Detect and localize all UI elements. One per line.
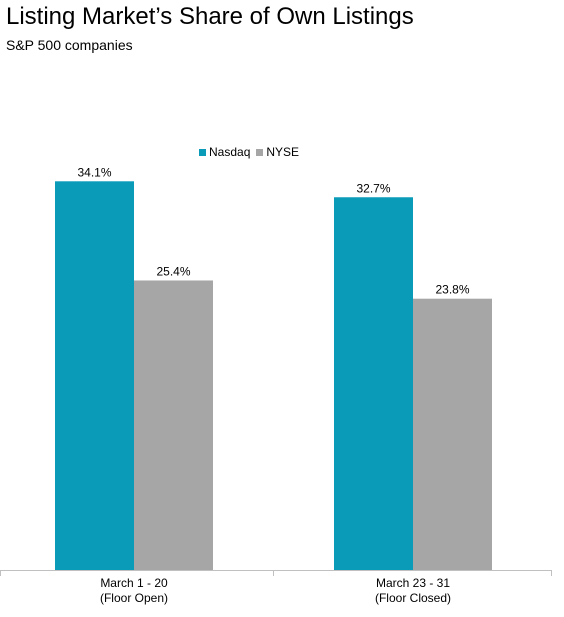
data-label-nasdaq-1: 34.1%	[77, 165, 111, 179]
legend: Nasdaq NYSE	[199, 144, 305, 160]
category-label-2-line-2: (Floor Closed)	[375, 591, 451, 605]
legend-swatch-nasdaq	[199, 148, 206, 156]
legend-item-nasdaq: Nasdaq	[199, 144, 250, 160]
bar-nasdaq-1	[55, 181, 134, 570]
chart-title: Listing Market’s Share of Own Listings	[6, 3, 414, 30]
legend-label-nyse: NYSE	[266, 145, 300, 159]
bar-nyse-2	[413, 298, 492, 570]
data-label-nyse-1: 25.4%	[156, 264, 190, 278]
data-label-nasdaq-2: 32.7%	[356, 181, 390, 195]
legend-item-nyse: NYSE	[256, 144, 299, 160]
category-labels-group: March 1 - 20(Floor Open) March 23 - 31(Fl…	[100, 576, 451, 605]
x-axis	[0, 570, 552, 576]
category-label-1-line-2: (Floor Open)	[100, 591, 168, 605]
bar-nyse-1	[134, 280, 213, 570]
category-label-1-line-1: March 1 - 20	[100, 576, 168, 590]
value-labels-group: 34.1% 25.4% 32.7% 23.8%	[77, 165, 469, 296]
category-label-2-line-1: March 23 - 31	[376, 576, 450, 590]
legend-swatch-nyse	[256, 148, 264, 156]
bar-nasdaq-2	[334, 197, 413, 570]
bars-group	[55, 181, 492, 570]
chart-subtitle: S&P 500 companies	[6, 37, 133, 53]
legend-label-nasdaq: Nasdaq	[209, 145, 251, 159]
data-label-nyse-2: 23.8%	[435, 283, 469, 297]
